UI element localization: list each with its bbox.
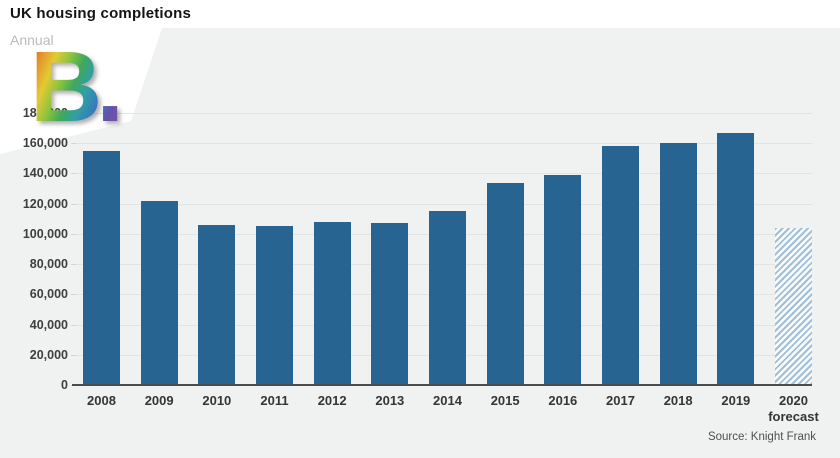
- bar-2009: [140, 200, 178, 385]
- y-axis-labels: 0 20,000 40,000 60,000 80,000 100,000 120,000 1…: [0, 106, 78, 392]
- plot-area: [72, 113, 812, 386]
- gridline-140000: [78, 173, 812, 175]
- source-credit: Source: Knight Frank: [707, 431, 816, 443]
- y-tick-mark: [71, 233, 77, 235]
- bar-2016: [544, 174, 582, 385]
- x-tick-year: 2016: [548, 393, 578, 408]
- bar-2014: [429, 211, 466, 385]
- x-tick-year: 2014: [433, 393, 462, 408]
- x-axis-line: [72, 384, 812, 386]
- x-tick-forecast-suffix: forecast: [768, 409, 819, 424]
- bar-2017: [602, 146, 639, 385]
- bar-2011: [256, 226, 293, 385]
- y-tick-label-20000: 20,000: [29, 347, 68, 362]
- x-tick-label-2011: 2011: [240, 393, 310, 409]
- x-tick-year: 2020: [779, 393, 808, 408]
- rainbow-b-watermark-icon: B.: [30, 31, 124, 143]
- x-axis-labels: 2008 2009 2010 2011 2012 2013 2014 2015 2016 2017…: [78, 393, 819, 433]
- x-tick-label-2019: 2019: [701, 393, 771, 409]
- x-tick-label-2013: 2013: [355, 393, 425, 409]
- y-tick-label-0: 0: [61, 378, 68, 392]
- x-tick-label-2008: 2008: [67, 393, 137, 409]
- x-tick-year: 2008: [87, 393, 116, 408]
- y-tick-mark: [71, 203, 77, 205]
- y-tick-label-160000: 160,000: [22, 136, 68, 151]
- bar-2010: [198, 224, 236, 385]
- x-tick-year: 2009: [144, 393, 174, 408]
- y-tick-label-40000: 40,000: [29, 317, 68, 332]
- x-tick-label-2016: 2016: [528, 393, 598, 409]
- bar-2008: [83, 150, 120, 385]
- y-tick-mark: [71, 354, 77, 356]
- x-tick-label-2020: 2020 forecast: [759, 393, 829, 425]
- x-tick-year: 2010: [202, 393, 232, 408]
- x-tick-label-2015: 2015: [470, 393, 540, 409]
- gridline-120000: [78, 203, 812, 205]
- y-tick-label-120000: 120,000: [22, 196, 68, 211]
- y-tick-mark: [71, 143, 77, 145]
- x-tick-year: 2011: [260, 393, 289, 408]
- y-tick-mark: [71, 264, 77, 266]
- x-tick-label-2012: 2012: [297, 393, 367, 409]
- y-tick-label-180000: 180,000: [0, 105, 68, 121]
- x-tick-label-2009: 2009: [124, 393, 194, 409]
- bar-2018: [659, 143, 697, 385]
- x-tick-year: 2012: [317, 393, 347, 408]
- x-tick-year: 2015: [490, 393, 520, 408]
- x-tick-label-2018: 2018: [643, 393, 713, 409]
- chart-title: UK housing completions: [10, 5, 192, 22]
- chart-subtitle: Annual: [10, 32, 54, 48]
- y-tick-mark: [71, 173, 77, 175]
- chart-panel: Annual B. 0 20,000 40,000 60,000 80,000 100,0…: [0, 28, 840, 458]
- y-tick-label-100000: 100,000: [22, 226, 68, 241]
- bar-2013: [371, 223, 409, 385]
- gridline-160000: [78, 143, 812, 145]
- bar-2012: [313, 221, 351, 385]
- y-tick-mark: [71, 294, 77, 296]
- bar-2020-forecast: [775, 227, 812, 385]
- x-tick-year: 2018: [663, 393, 693, 408]
- x-tick-label-2017: 2017: [586, 393, 656, 409]
- y-tick-label-80000: 80,000: [29, 257, 68, 272]
- x-tick-year: 2019: [721, 393, 751, 408]
- y-tick-mark: [71, 324, 77, 326]
- y-tick-mark: [71, 113, 77, 114]
- x-tick-label-2010: 2010: [182, 393, 252, 409]
- x-tick-year: 2017: [606, 393, 635, 408]
- y-tick-label-60000: 60,000: [29, 287, 68, 302]
- x-tick-label-2014: 2014: [413, 393, 483, 409]
- y-tick-label-140000: 140,000: [22, 166, 68, 181]
- bar-2019: [717, 132, 755, 385]
- bar-2015: [486, 182, 524, 385]
- x-tick-year: 2013: [375, 393, 405, 408]
- gridline-180000: [78, 113, 812, 114]
